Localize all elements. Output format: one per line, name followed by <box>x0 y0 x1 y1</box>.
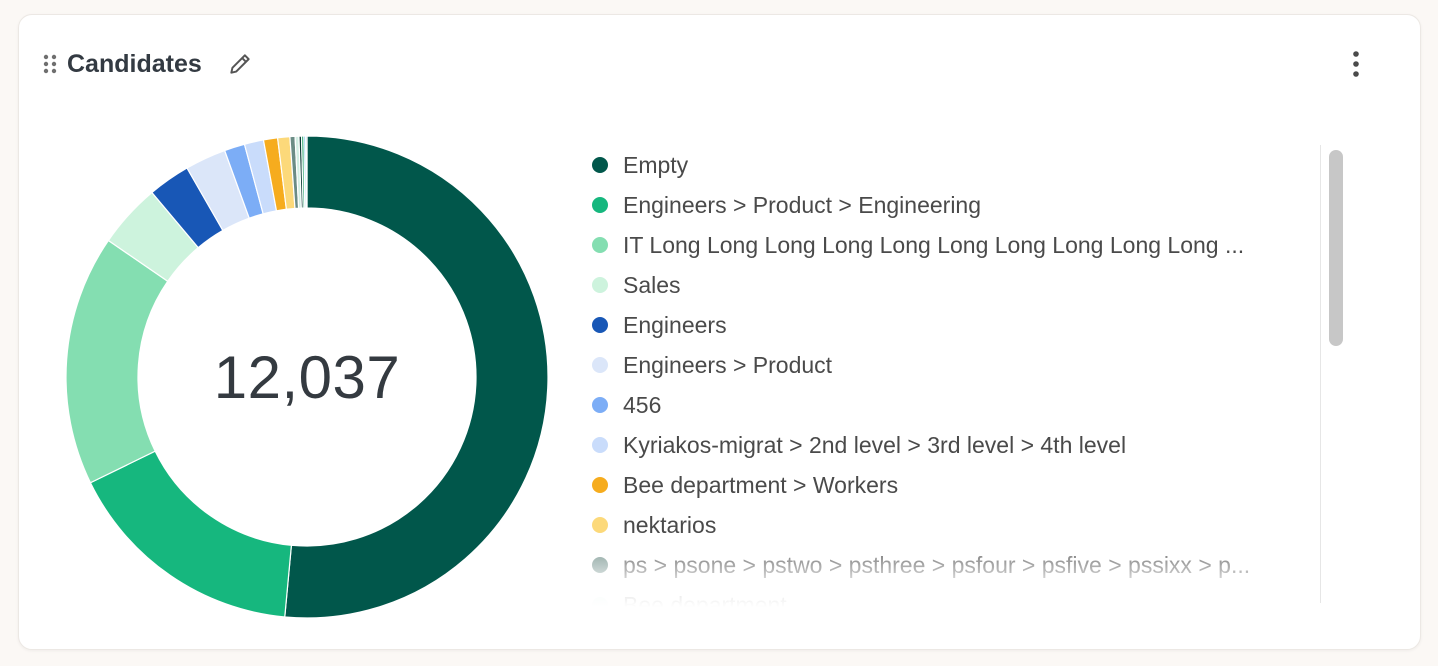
legend-label: Bee department <box>623 592 787 607</box>
legend-color-dot <box>592 517 608 533</box>
pencil-icon[interactable] <box>227 51 253 77</box>
legend-color-dot <box>592 397 608 413</box>
legend-list: Empty Engineers > Product > Engineering IT… <box>589 145 1319 607</box>
legend-color-dot <box>592 197 608 213</box>
legend-label: nektarios <box>623 512 717 538</box>
legend-item[interactable]: Bee department <box>589 585 1319 607</box>
legend-item[interactable]: Sales <box>589 265 1319 305</box>
candidates-widget: Candidates 12,037 Empty Engineers > Produ… <box>18 14 1421 650</box>
donut-svg <box>65 135 549 619</box>
legend-item[interactable]: Empty <box>589 145 1319 185</box>
legend-label: Engineers <box>623 312 727 338</box>
donut-slice-0[interactable] <box>284 135 549 619</box>
legend-item[interactable]: IT Long Long Long Long Long Long Long Lo… <box>589 225 1319 265</box>
legend-color-dot <box>592 317 608 333</box>
donut-slice-15[interactable] <box>305 135 308 209</box>
legend-color-dot <box>592 437 608 453</box>
legend-label: Engineers > Product <box>623 352 833 378</box>
legend-label: Bee department > Workers <box>623 472 899 498</box>
legend-color-dot <box>592 357 608 373</box>
legend-label: Engineers > Product > Engineering <box>623 192 982 218</box>
donut-chart: 12,037 <box>65 135 549 619</box>
total-count: 12,037 <box>213 343 401 411</box>
legend-color-dot <box>592 597 608 607</box>
legend-label: IT Long Long Long Long Long Long Long Lo… <box>623 232 1245 258</box>
legend-item[interactable]: Kyriakos-migrat > 2nd level > 3rd level … <box>589 425 1319 465</box>
legend-item[interactable]: Engineers > Product <box>589 345 1319 385</box>
drag-handle-icon[interactable] <box>43 54 57 74</box>
legend-label: Kyriakos-migrat > 2nd level > 3rd level … <box>623 432 1127 458</box>
legend-item[interactable]: Engineers <box>589 305 1319 345</box>
legend-item[interactable]: ps > psone > pstwo > psthree > psfour > … <box>589 545 1319 585</box>
legend-label: Sales <box>623 272 681 298</box>
legend-color-dot <box>592 277 608 293</box>
legend-color-dot <box>592 157 608 173</box>
legend-label: ps > psone > pstwo > psthree > psfour > … <box>623 552 1251 578</box>
legend-item[interactable]: Engineers > Product > Engineering <box>589 185 1319 225</box>
legend-color-dot <box>592 557 608 573</box>
vertical-dots-icon[interactable] <box>1344 49 1368 79</box>
legend: Empty Engineers > Product > Engineering IT… <box>589 145 1319 607</box>
widget-title: Candidates <box>67 50 202 78</box>
legend-label: 456 <box>623 392 662 418</box>
legend-scroll-thumb[interactable] <box>1329 150 1343 346</box>
legend-item[interactable]: Bee department > Workers <box>589 465 1319 505</box>
widget-header: Candidates <box>19 15 1420 111</box>
legend-label: Empty <box>623 152 689 178</box>
legend-item[interactable]: nektarios <box>589 505 1319 545</box>
legend-color-dot <box>592 237 608 253</box>
legend-scrollbar[interactable] <box>1320 145 1348 603</box>
legend-item[interactable]: 456 <box>589 385 1319 425</box>
legend-color-dot <box>592 477 608 493</box>
